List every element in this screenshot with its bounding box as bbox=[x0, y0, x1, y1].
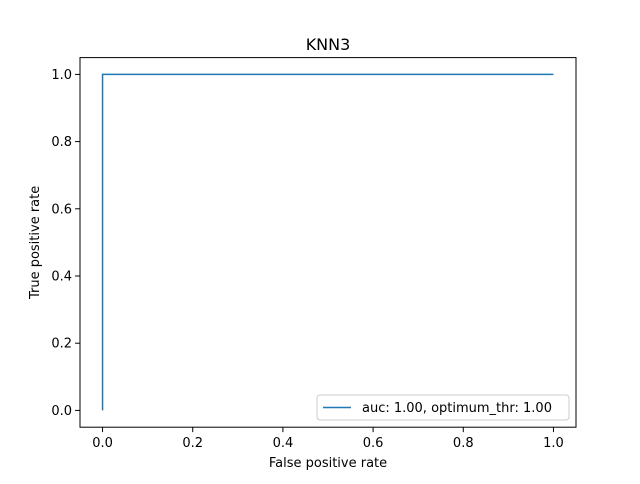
y-tick-label: 1.0 bbox=[51, 68, 72, 83]
y-tick-label: 0.6 bbox=[51, 202, 72, 217]
x-tick-label: 0.4 bbox=[273, 436, 294, 451]
x-tick-label: 0.8 bbox=[453, 436, 474, 451]
roc-curve-line bbox=[101, 73, 554, 411]
y-axis-label: True positive rate bbox=[28, 186, 43, 300]
legend: auc: 1.00, optimum_thr: 1.00 bbox=[316, 394, 570, 421]
y-tick-label: 0.4 bbox=[51, 270, 72, 285]
chart-title: KNN3 bbox=[306, 35, 351, 54]
plot-area bbox=[101, 73, 554, 411]
x-tick-label: 0.2 bbox=[182, 436, 203, 451]
y-axis-ticks: 0.0 0.2 0.4 0.6 0.8 1.0 bbox=[51, 68, 80, 419]
y-tick-label: 0.8 bbox=[51, 135, 72, 150]
legend-box bbox=[316, 394, 570, 421]
y-tick-label: 0.2 bbox=[51, 337, 72, 352]
y-tick-label: 0.0 bbox=[51, 404, 72, 419]
x-tick-label: 0.0 bbox=[92, 436, 113, 451]
x-axis-ticks: 0.0 0.2 0.4 0.6 0.8 1.0 bbox=[92, 427, 564, 451]
x-tick-label: 0.6 bbox=[363, 436, 384, 451]
axes-frame bbox=[79, 57, 577, 428]
x-axis-label: False positive rate bbox=[269, 456, 387, 471]
x-tick-label: 1.0 bbox=[543, 436, 564, 451]
legend-label: auc: 1.00, optimum_thr: 1.00 bbox=[362, 401, 552, 416]
